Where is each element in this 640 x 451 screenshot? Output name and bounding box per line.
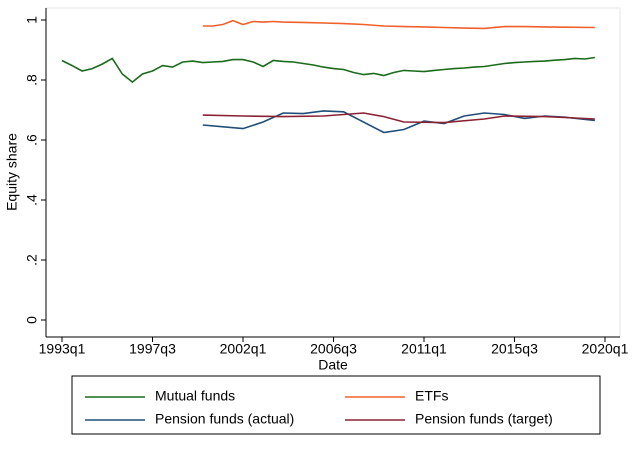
- legend-label: Pension funds (actual): [155, 411, 294, 427]
- series-line: [61, 56, 596, 84]
- legend-label: Mutual funds: [155, 388, 235, 404]
- x-tick-label: 2011q1: [401, 341, 447, 357]
- x-tick-label: 1993q1: [39, 341, 86, 357]
- x-tick-label: 2006q3: [310, 341, 357, 357]
- series-line: [202, 110, 595, 134]
- series-line: [202, 112, 595, 124]
- x-tick-label: 1997q3: [129, 341, 176, 357]
- y-tick-label: 0: [24, 316, 40, 324]
- x-axis-title: Date: [318, 357, 348, 373]
- legend-label: Pension funds (target): [415, 411, 553, 427]
- x-tick-label: 2002q1: [220, 341, 267, 357]
- plot-area: [45, 7, 621, 338]
- y-tick-label: .2: [24, 254, 40, 266]
- y-tick-label: 1: [24, 16, 40, 24]
- legend-label: ETFs: [415, 388, 448, 404]
- y-tick-label: .4: [24, 194, 40, 206]
- legend: [71, 375, 601, 435]
- x-tick-label: 2015q3: [491, 341, 538, 357]
- series-line: [202, 19, 595, 30]
- y-tick-label: .6: [24, 134, 40, 146]
- x-tick-label: 2020q1: [582, 341, 629, 357]
- y-axis-title: Equity share: [4, 133, 20, 211]
- y-tick-label: .8: [24, 74, 40, 86]
